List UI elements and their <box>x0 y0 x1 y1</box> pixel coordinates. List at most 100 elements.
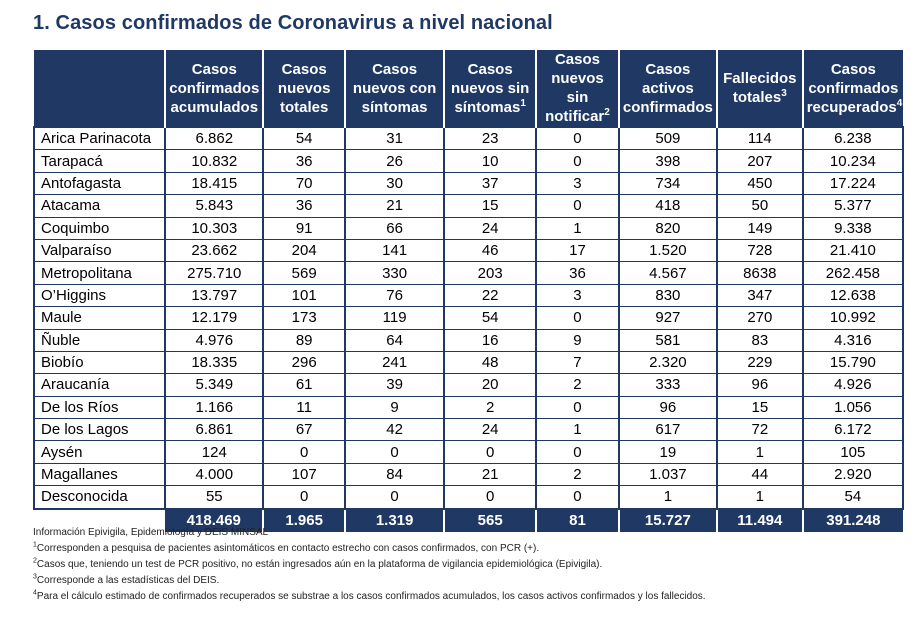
table-cell: 17.224 <box>802 172 905 196</box>
table-cell: 36 <box>263 194 346 218</box>
table-cell: 0 <box>536 306 620 330</box>
table-row: De los Lagos 6.861 67 42 24 1 617 72 6.172 <box>32 418 905 442</box>
table-row: Ñuble 4.976 89 64 16 9 581 83 4.316 <box>32 329 905 352</box>
table-cell: 6.238 <box>802 126 905 151</box>
table-cell: 333 <box>618 373 718 397</box>
table-cell: 67 <box>263 418 346 442</box>
column-header: Casos confirmados recuperados4 <box>802 50 903 127</box>
table-cell: 2.320 <box>618 351 718 375</box>
footnote-text: Corresponde a las estadísticas del DEIS. <box>36 575 220 586</box>
table-cell: 107 <box>263 463 346 487</box>
table-cell: 2 <box>536 373 620 397</box>
column-header-label: Casos nuevos totales <box>277 60 331 116</box>
table-cell: 61 <box>263 373 346 397</box>
table-cell: 55 <box>165 485 265 510</box>
region-name: Tarapacá <box>32 149 167 173</box>
footnote-marker: 1 <box>33 541 37 549</box>
table-cell: 203 <box>444 261 538 285</box>
table-cell: 9.338 <box>802 217 905 240</box>
table-cell: 5.377 <box>802 194 905 218</box>
column-header-label: Casos confirmados acumulados <box>169 60 260 116</box>
table-cell: 0 <box>444 485 538 510</box>
table-cell: 617 <box>618 418 718 442</box>
table-cell: 89 <box>263 329 346 352</box>
table-cell: 54 <box>263 126 346 151</box>
table-cell: 91 <box>263 217 346 240</box>
table-cell: 569 <box>263 261 346 285</box>
region-name: Araucanía <box>32 373 167 397</box>
table-cell: 23 <box>444 126 538 151</box>
table-row: Valparaíso 23.662 204 141 46 17 1.520 728 21.410 <box>32 239 905 263</box>
table-cell: 70 <box>263 172 346 196</box>
region-name: Ñuble <box>32 329 167 352</box>
table-cell: 13.797 <box>165 284 265 308</box>
table-cell: 728 <box>716 239 804 263</box>
table-cell: 36 <box>536 261 620 285</box>
table-cell: 4.976 <box>165 329 265 352</box>
table-cell: 22 <box>444 284 538 308</box>
footnote: 2Casos que, teniendo un test de PCR posi… <box>33 557 893 573</box>
column-header: Casos nuevos totales <box>263 50 346 127</box>
table-cell: 4.000 <box>165 463 265 487</box>
table-cell: 0 <box>536 485 620 510</box>
table-cell: 241 <box>345 351 446 375</box>
table-cell: 36 <box>263 149 346 173</box>
table-cell: 10.303 <box>165 217 265 240</box>
table-cell: 96 <box>618 396 718 420</box>
table-row: O’Higgins 13.797 101 76 22 3 830 347 12.638 <box>32 284 905 308</box>
column-header: Fallecidos totales3 <box>716 50 804 127</box>
region-name: Desconocida <box>32 485 167 510</box>
table-cell: 44 <box>716 463 804 487</box>
total-cell: 15.727 <box>618 508 718 532</box>
footnote-marker: 2 <box>33 557 37 565</box>
table-cell: 48 <box>444 351 538 375</box>
table-cell: 3 <box>536 172 620 196</box>
table-cell: 19 <box>618 440 718 464</box>
footnote-marker: 3 <box>781 88 787 99</box>
table-cell: 262.458 <box>802 261 905 285</box>
footnote-text: Casos que, teniendo un test de PCR posit… <box>36 559 603 570</box>
table-cell: 66 <box>345 217 446 240</box>
table-cell: 0 <box>444 440 538 464</box>
region-name: Valparaíso <box>32 239 167 263</box>
total-cell: 81 <box>536 508 620 532</box>
table-row: Atacama 5.843 36 21 15 0 418 50 5.377 <box>32 194 905 218</box>
total-cell: 11.494 <box>716 508 804 532</box>
table-cell: 509 <box>618 126 718 151</box>
table-cell: 5.843 <box>165 194 265 218</box>
table-cell: 6.861 <box>165 418 265 442</box>
table-cell: 418 <box>618 194 718 218</box>
table-cell: 8638 <box>716 261 804 285</box>
table-cell: 1.520 <box>618 239 718 263</box>
table-cell: 39 <box>345 373 446 397</box>
table-cell: 54 <box>802 485 905 510</box>
table-cell: 26 <box>345 149 446 173</box>
table-cell: 54 <box>444 306 538 330</box>
region-name: Metropolitana <box>32 261 167 285</box>
table-row: Magallanes 4.000 107 84 21 2 1.037 44 2.920 <box>32 463 905 487</box>
table-cell: 101 <box>263 284 346 308</box>
table-cell: 229 <box>716 351 804 375</box>
region-name: Magallanes <box>32 463 167 487</box>
table-cell: 6.172 <box>802 418 905 442</box>
table-row: Maule 12.179 173 119 54 0 927 270 10.992 <box>32 306 905 330</box>
totals-spacer <box>34 508 166 532</box>
table-cell: 4.316 <box>802 329 905 352</box>
table-cell: 2 <box>444 396 538 420</box>
header-region <box>34 50 167 127</box>
table-cell: 20 <box>444 373 538 397</box>
table-row: Coquimbo 10.303 91 66 24 1 820 149 9.338 <box>32 217 905 240</box>
table-cell: 4.926 <box>802 373 905 397</box>
table-cell: 11 <box>263 396 346 420</box>
total-cell: 1.965 <box>263 508 346 532</box>
table-row: Araucanía 5.349 61 39 20 2 333 96 4.926 <box>32 373 905 397</box>
table-cell: 0 <box>536 126 620 151</box>
table-cell: 2.920 <box>802 463 905 487</box>
table-cell: 1.056 <box>802 396 905 420</box>
table-cell: 76 <box>345 284 446 308</box>
table-cell: 275.710 <box>165 261 265 285</box>
table-cell: 37 <box>444 172 538 196</box>
table-cell: 1 <box>536 418 620 442</box>
table-cell: 734 <box>618 172 718 196</box>
footnote: 3Corresponde a las estadísticas del DEIS… <box>33 573 893 589</box>
